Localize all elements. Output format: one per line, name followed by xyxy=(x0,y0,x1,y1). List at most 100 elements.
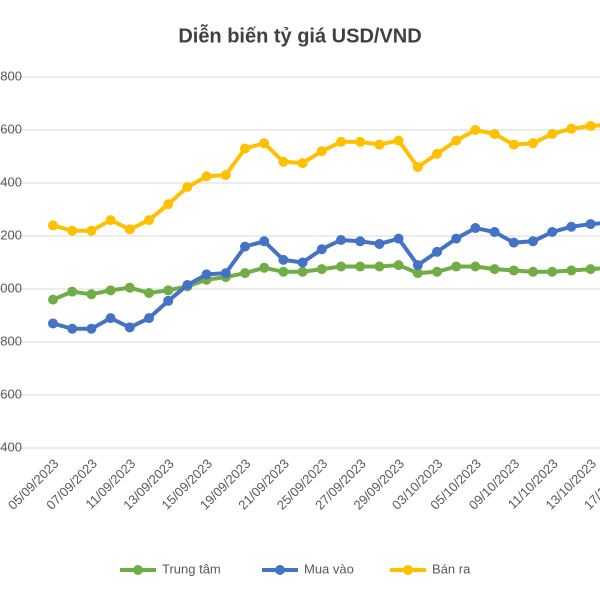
data-point xyxy=(105,215,116,226)
data-point xyxy=(163,295,174,306)
data-point xyxy=(86,289,97,300)
data-point xyxy=(124,282,135,293)
data-point xyxy=(489,227,500,238)
data-point xyxy=(105,285,116,296)
data-point xyxy=(432,246,442,257)
data-point xyxy=(451,261,462,272)
data-point xyxy=(412,260,423,271)
data-point xyxy=(585,121,596,132)
data-point xyxy=(259,138,270,149)
data-point xyxy=(220,170,231,181)
data-point xyxy=(67,225,78,236)
data-point xyxy=(508,265,519,276)
data-point xyxy=(585,264,596,275)
data-point xyxy=(220,268,231,279)
data-point xyxy=(278,156,289,167)
data-point xyxy=(432,266,442,277)
data-point xyxy=(86,225,97,236)
y-tick-label: 24800 xyxy=(0,68,22,83)
y-tick-label: 24600 xyxy=(0,121,22,136)
data-point xyxy=(336,136,346,147)
data-point xyxy=(412,162,423,173)
data-point xyxy=(278,254,289,265)
legend-marker xyxy=(275,565,285,575)
data-point xyxy=(163,199,174,210)
data-point xyxy=(585,219,596,230)
y-tick-label: 23600 xyxy=(0,386,22,401)
data-point xyxy=(451,233,462,244)
data-point xyxy=(412,268,423,279)
data-point xyxy=(528,266,538,277)
data-point xyxy=(124,322,135,333)
data-point xyxy=(48,220,58,231)
data-point xyxy=(489,128,500,139)
data-point xyxy=(316,264,327,275)
data-point xyxy=(240,241,250,252)
legend-label: Trung tâm xyxy=(162,561,221,576)
data-point xyxy=(105,313,116,324)
data-point xyxy=(336,234,346,245)
data-point xyxy=(470,223,481,234)
data-point xyxy=(67,286,78,297)
data-point xyxy=(451,135,462,146)
data-point xyxy=(566,265,577,276)
data-point xyxy=(259,236,270,247)
data-point xyxy=(528,138,538,149)
legend-marker xyxy=(403,565,413,575)
data-point xyxy=(201,171,212,182)
data-point xyxy=(508,237,519,248)
legend-label: Bán ra xyxy=(432,561,471,576)
data-point xyxy=(144,215,154,226)
data-point xyxy=(393,260,404,271)
data-point xyxy=(355,136,366,147)
data-point xyxy=(144,287,154,298)
data-point xyxy=(48,318,58,329)
data-point xyxy=(182,280,193,291)
series-line xyxy=(52,123,600,233)
data-point xyxy=(316,146,327,157)
data-point xyxy=(355,261,366,272)
data-point xyxy=(393,135,404,146)
data-point xyxy=(297,257,308,268)
y-tick-label: 23800 xyxy=(0,333,22,348)
y-tick-label: 24200 xyxy=(0,227,22,242)
data-point xyxy=(374,238,385,249)
data-point xyxy=(547,227,558,238)
data-point xyxy=(547,266,558,277)
y-tick-label: 24000 xyxy=(0,280,22,295)
legend-marker xyxy=(133,565,143,575)
data-point xyxy=(374,261,385,272)
y-tick-label: 23400 xyxy=(0,439,22,454)
data-point xyxy=(182,181,193,192)
data-point xyxy=(67,323,78,334)
data-point xyxy=(470,261,481,272)
chart-title: Diễn biến tỷ giá USD/VND xyxy=(178,23,421,47)
data-point xyxy=(547,128,558,139)
data-point xyxy=(144,313,154,324)
data-point xyxy=(374,139,385,150)
data-point xyxy=(278,266,289,277)
data-point xyxy=(86,323,97,334)
y-tick-label: 24400 xyxy=(0,174,22,189)
data-point xyxy=(259,262,270,273)
data-point xyxy=(566,123,577,134)
data-point xyxy=(489,264,500,275)
data-point xyxy=(163,285,174,296)
data-point xyxy=(336,261,346,272)
data-point xyxy=(48,294,58,305)
data-point xyxy=(240,143,250,154)
data-point xyxy=(316,244,327,255)
data-point xyxy=(124,224,135,235)
data-point xyxy=(528,236,538,247)
data-point xyxy=(297,266,308,277)
legend-label: Mua vào xyxy=(304,561,354,576)
data-point xyxy=(240,268,250,279)
data-point xyxy=(355,236,366,247)
series-line xyxy=(52,221,600,331)
data-point xyxy=(566,221,577,232)
data-point xyxy=(201,269,212,280)
data-point xyxy=(432,148,442,159)
data-point xyxy=(393,233,404,244)
data-point xyxy=(470,125,481,135)
